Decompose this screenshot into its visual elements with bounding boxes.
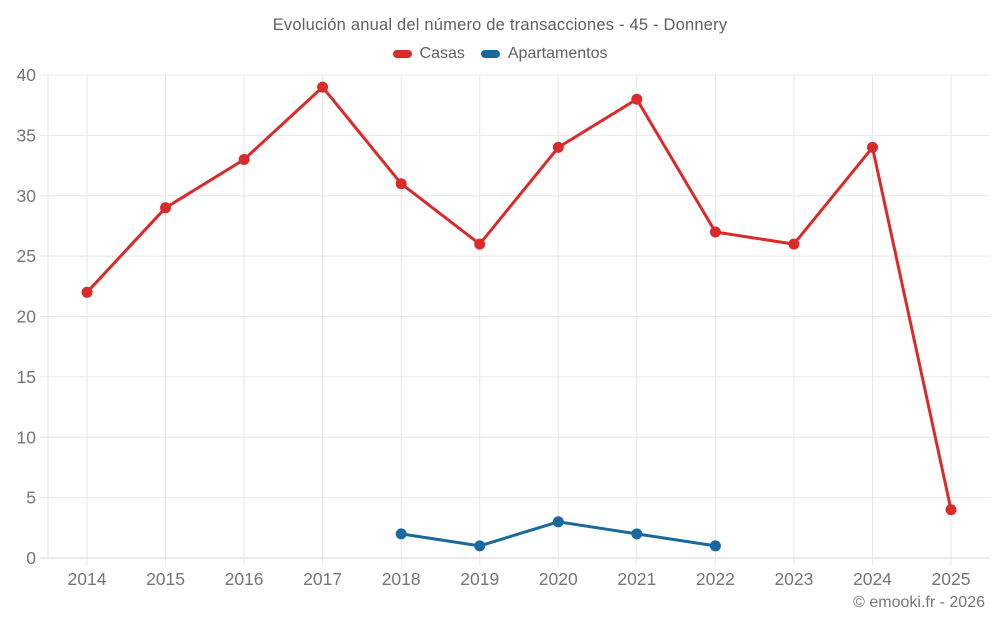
legend-label-apartamentos: Apartamentos [507,45,608,62]
legend-label-casas: Casas [419,45,465,62]
casas-point-2017[interactable] [317,81,329,93]
x-axis-tick-label-2025: 2025 [932,569,971,589]
y-axis-tick-label: 40 [17,65,37,85]
casas-point-2019[interactable] [474,238,486,250]
x-axis-tick-label-2017: 2017 [303,569,342,589]
x-axis-tick-label-2022: 2022 [696,569,735,589]
x-axis-tick-label-2024: 2024 [853,569,892,589]
casas-point-2018[interactable] [395,178,407,190]
series-apartamentos [395,516,721,552]
y-axis-tick-label: 10 [17,427,37,447]
apartamentos-point-2022[interactable] [709,540,721,552]
apartamentos-point-2019[interactable] [474,540,486,552]
x-axis-tick-label-2016: 2016 [225,569,264,589]
apartamentos-series-swatch-icon [480,50,500,58]
copyright-credit: © emooki.fr - 2026 [853,594,985,611]
chart-title: Evolución anual del número de transaccio… [272,16,728,34]
x-axis-tick-label-2023: 2023 [774,569,813,589]
casas-point-2022[interactable] [709,226,721,238]
casas-point-2015[interactable] [160,202,171,214]
apartamentos-point-2020[interactable] [552,516,564,528]
y-axis-tick-label: 25 [17,246,36,266]
casas-line [85,85,953,512]
legend-item-casas[interactable]: Casas [392,45,465,63]
apartamentos-point-2018[interactable] [395,528,407,540]
chart-legend: Casas Apartamentos [0,45,1000,63]
x-axis-tick-label-2019: 2019 [460,569,499,589]
casas-point-2020[interactable] [552,141,564,153]
gridlines [40,74,990,566]
legend-item-apartamentos[interactable]: Apartamentos [480,45,608,63]
apartamentos-point-2021[interactable] [631,528,643,540]
casas-series-swatch-icon [392,50,412,58]
casas-point-2016[interactable] [238,154,250,165]
y-axis-tick-label: 30 [17,186,37,206]
y-axis-tick-label: 35 [17,125,36,145]
casas-point-2025[interactable] [945,504,957,516]
y-axis-tick-label: 15 [17,367,36,387]
x-axis-tick-label-2018: 2018 [382,569,421,589]
casas-point-2023[interactable] [788,238,800,250]
casas-point-2021[interactable] [631,93,643,105]
x-axis-tick-label-2014: 2014 [68,569,107,589]
y-axis-tick-label: 5 [26,488,36,508]
x-axis-tick-label-2020: 2020 [539,569,578,589]
x-axis-tick-label-2015: 2015 [146,569,185,589]
casas-point-2024[interactable] [867,141,878,153]
y-axis-tick-label: 0 [26,548,36,568]
series-casas [81,81,957,516]
y-axis-tick-label: 20 [17,307,37,327]
x-axis-tick-label-2021: 2021 [617,569,656,589]
casas-point-2014[interactable] [81,286,93,298]
